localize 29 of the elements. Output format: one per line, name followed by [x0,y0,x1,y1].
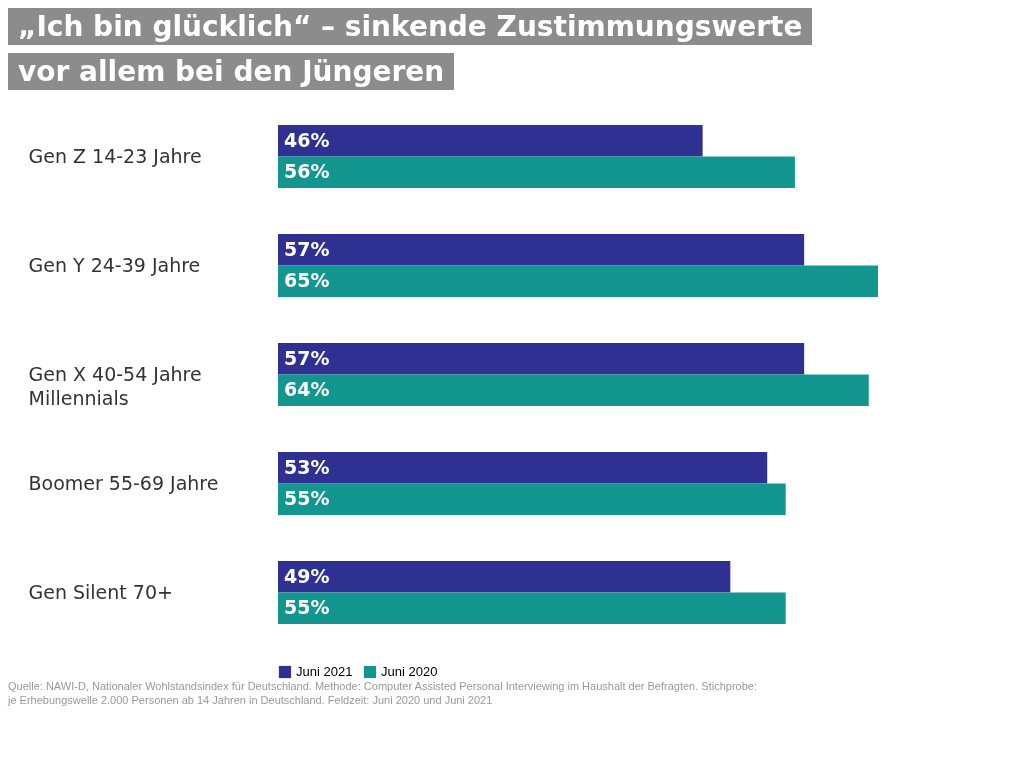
bar [278,560,731,593]
bar [278,124,703,157]
y-tick-label: Gen Y 24-39 Jahre [28,253,201,276]
data-label: 64% [284,378,330,401]
y-tick-label: Gen Silent 70+ [28,580,173,603]
data-label: 57% [284,346,330,369]
legend-label: Juni 2020 [381,664,438,679]
legend-label: Juni 2021 [296,664,353,679]
data-label: 46% [284,128,330,151]
data-label: 55% [284,596,330,619]
y-tick-label: Boomer 55-69 Jahre [28,471,219,494]
chart-title: „Ich bin glücklich“ – sinkende Zustimmungswerte vor allem bei den Jüngeren [17,9,804,90]
bar [278,374,869,407]
bar [278,451,768,484]
data-label: 49% [284,564,330,587]
bar [278,342,805,375]
data-label: 56% [284,160,330,183]
bar [278,483,786,516]
y-tick-label: Gen Z 14-23 Jahre [28,144,202,167]
data-label: 55% [284,487,330,510]
data-label: 53% [284,455,330,478]
data-label: 65% [284,269,330,292]
bar [278,156,795,189]
data-label: 57% [284,237,330,260]
bar [278,592,786,625]
y-tick-label: Gen X 40-54 Jahre Millennials [28,362,202,409]
source-note: Quelle: NAWI-D, Nationaler Wohlstandsindex für Deutschland. Methode: Computer Assisted Personal Interviewing im Haushalt der Befragten. Stichprobe: je Erhebungswelle 2.000 Personen ab 14 Jahren in Deutschland. Feldzeit: Juni 2020 und Juni 2021 [6,679,758,708]
bar [278,233,805,266]
bar [278,265,878,298]
